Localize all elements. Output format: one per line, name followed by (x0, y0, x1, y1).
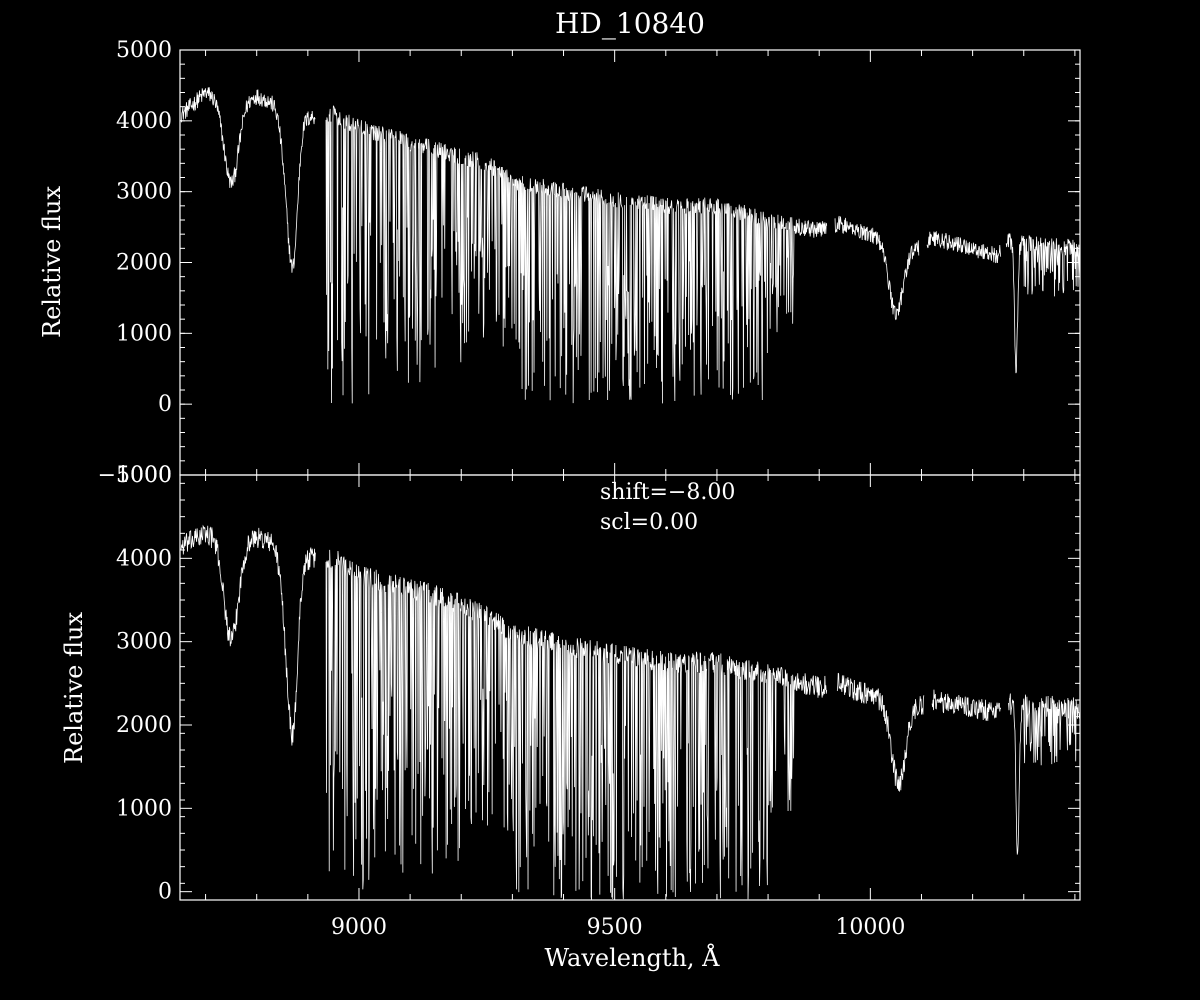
top-spectrum-line (180, 87, 1081, 404)
chart-title: HD_10840 (555, 7, 705, 40)
shift-annotation: shift=−8.00 (600, 480, 735, 505)
y-tick-label: 0 (158, 392, 172, 417)
bottom-panel: 0 1000 2000 3000 4000 5000 9000 9500 10000 Rela… (60, 463, 1081, 972)
bottom-spectrum-line (180, 524, 1081, 900)
y-tick-label: 5000 (116, 463, 172, 488)
scale-annotation: scl=0.00 (600, 510, 698, 535)
y-tick-label: 4000 (116, 109, 172, 134)
top-panel: −1000 0 1000 2000 3000 4000 5000 Relative flux (38, 38, 1081, 488)
y-tick-label: 0 (158, 880, 172, 905)
y-tick-label: 2000 (116, 251, 172, 276)
y-tick-label: 5000 (116, 38, 172, 63)
y-tick-label: 3000 (116, 630, 172, 655)
top-y-axis-label: Relative flux (38, 186, 66, 338)
x-tick-label: 9000 (331, 915, 387, 940)
y-tick-label: 1000 (116, 321, 172, 346)
top-y-ticks: −1000 0 1000 2000 3000 4000 5000 (98, 38, 1080, 488)
x-tick-label: 10000 (835, 915, 905, 940)
y-tick-label: 3000 (116, 180, 172, 205)
bottom-x-ticks: 9000 9500 10000 (205, 475, 1076, 940)
bottom-y-axis-label: Relative flux (60, 612, 88, 764)
x-tick-label: 9500 (587, 915, 643, 940)
y-tick-label: −1000 (98, 463, 172, 488)
y-tick-label: 4000 (116, 546, 172, 571)
top-x-ticks (205, 50, 1076, 475)
bottom-plot-frame (179, 474, 1081, 901)
bottom-y-ticks: 0 1000 2000 3000 4000 5000 (116, 463, 1080, 905)
y-tick-label: 2000 (116, 713, 172, 738)
x-axis-label: Wavelength, Å (544, 943, 720, 972)
y-tick-label: 1000 (116, 796, 172, 821)
